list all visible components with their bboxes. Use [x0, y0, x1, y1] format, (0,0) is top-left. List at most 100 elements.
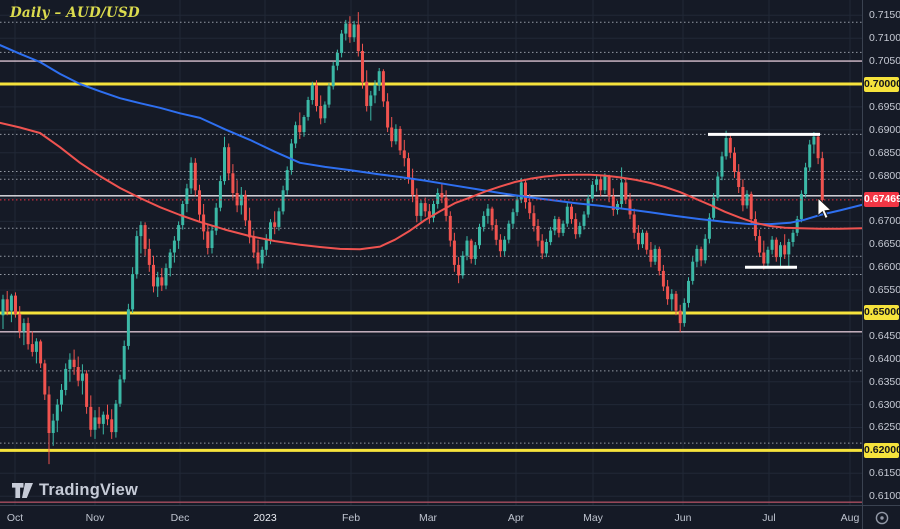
candle-body	[172, 240, 176, 253]
candle-body	[519, 182, 523, 200]
ma-red-moving-average-line	[0, 121, 862, 251]
candle-body	[678, 310, 682, 324]
candle-body	[327, 86, 331, 105]
time-tick-label: Mar	[418, 512, 438, 524]
candle-body	[498, 239, 502, 252]
candle-body	[603, 176, 607, 191]
candle-body	[423, 203, 427, 212]
candle-body	[101, 414, 105, 424]
candle-body	[524, 182, 527, 203]
candle-body	[607, 176, 611, 197]
candle-body	[741, 187, 745, 206]
candle-body	[478, 226, 481, 246]
candle-body	[737, 171, 741, 187]
candle-body	[503, 239, 507, 252]
candle-body	[661, 270, 665, 287]
candle-body	[486, 208, 490, 216]
candle-body	[473, 245, 477, 259]
candle-body	[85, 373, 89, 407]
time-tick-label: 2023	[253, 512, 277, 524]
candle-body	[394, 128, 398, 142]
candle-body	[649, 249, 653, 262]
candle-body	[210, 230, 214, 248]
candle-body	[30, 344, 34, 352]
candle-body	[779, 245, 782, 258]
candle-body	[106, 414, 109, 420]
chart-plot-area[interactable]	[0, 0, 862, 505]
candle-body	[549, 230, 553, 243]
candle-body	[398, 128, 402, 151]
candle-body	[323, 104, 327, 119]
candle-body	[766, 249, 770, 264]
candle-body	[235, 193, 239, 206]
candle-body	[427, 211, 431, 218]
candle-body	[494, 225, 498, 240]
candle-body	[745, 193, 749, 206]
candle-body	[657, 248, 661, 271]
candle-body	[636, 232, 640, 245]
candle-body	[298, 125, 302, 133]
candle-body	[256, 252, 260, 264]
candle-body	[674, 293, 678, 311]
candle-body	[381, 71, 385, 102]
candle-body	[22, 323, 26, 332]
time-axis[interactable]: Oct Nov Dec 2023 Feb Mar Apr May Jun Jul Aug	[0, 505, 862, 529]
candle-body	[528, 202, 532, 214]
candle-body	[369, 95, 373, 106]
candle-body	[452, 240, 456, 265]
candle-body	[118, 379, 122, 404]
candle-body	[599, 179, 603, 191]
candle-body	[277, 211, 281, 227]
candle-body	[306, 100, 310, 117]
time-tick-label: Nov	[85, 512, 105, 524]
candle-body	[532, 213, 536, 226]
candlestick-chart-canvas[interactable]	[0, 0, 862, 505]
candle-body	[415, 194, 419, 216]
candle-body	[720, 156, 724, 177]
candle-body	[511, 212, 515, 224]
candle-body	[340, 33, 344, 53]
candle-body	[110, 419, 114, 433]
candle-body	[682, 302, 686, 324]
candle-body	[177, 225, 181, 241]
candle-body	[152, 264, 155, 287]
candle-body	[231, 173, 235, 193]
candle-body	[344, 23, 348, 34]
candle-body	[540, 240, 544, 254]
candle-body	[39, 341, 43, 364]
time-tick-label: Dec	[170, 512, 190, 524]
candle-body	[72, 359, 76, 367]
candle-body	[14, 295, 17, 314]
candle-body	[808, 144, 812, 168]
candle-body	[289, 143, 293, 171]
time-tick-label: Aug	[840, 512, 860, 524]
candle-body	[407, 158, 410, 178]
candle-body	[373, 84, 377, 96]
candle-body	[799, 193, 803, 220]
candle-body	[89, 406, 93, 430]
candle-body	[55, 404, 59, 421]
candle-body	[595, 179, 599, 185]
candle-body	[465, 240, 469, 256]
candle-body	[68, 359, 72, 369]
candle-body	[687, 280, 690, 303]
tradingview-logo[interactable]: TradingView	[12, 481, 138, 500]
candle-body	[223, 147, 226, 182]
tradingview-logo-text: TradingView	[39, 481, 139, 499]
candle-body	[461, 255, 465, 276]
axis-settings-icon[interactable]	[874, 510, 890, 526]
candle-body	[198, 190, 201, 215]
candle-body	[436, 193, 440, 204]
candle-body	[264, 239, 268, 250]
